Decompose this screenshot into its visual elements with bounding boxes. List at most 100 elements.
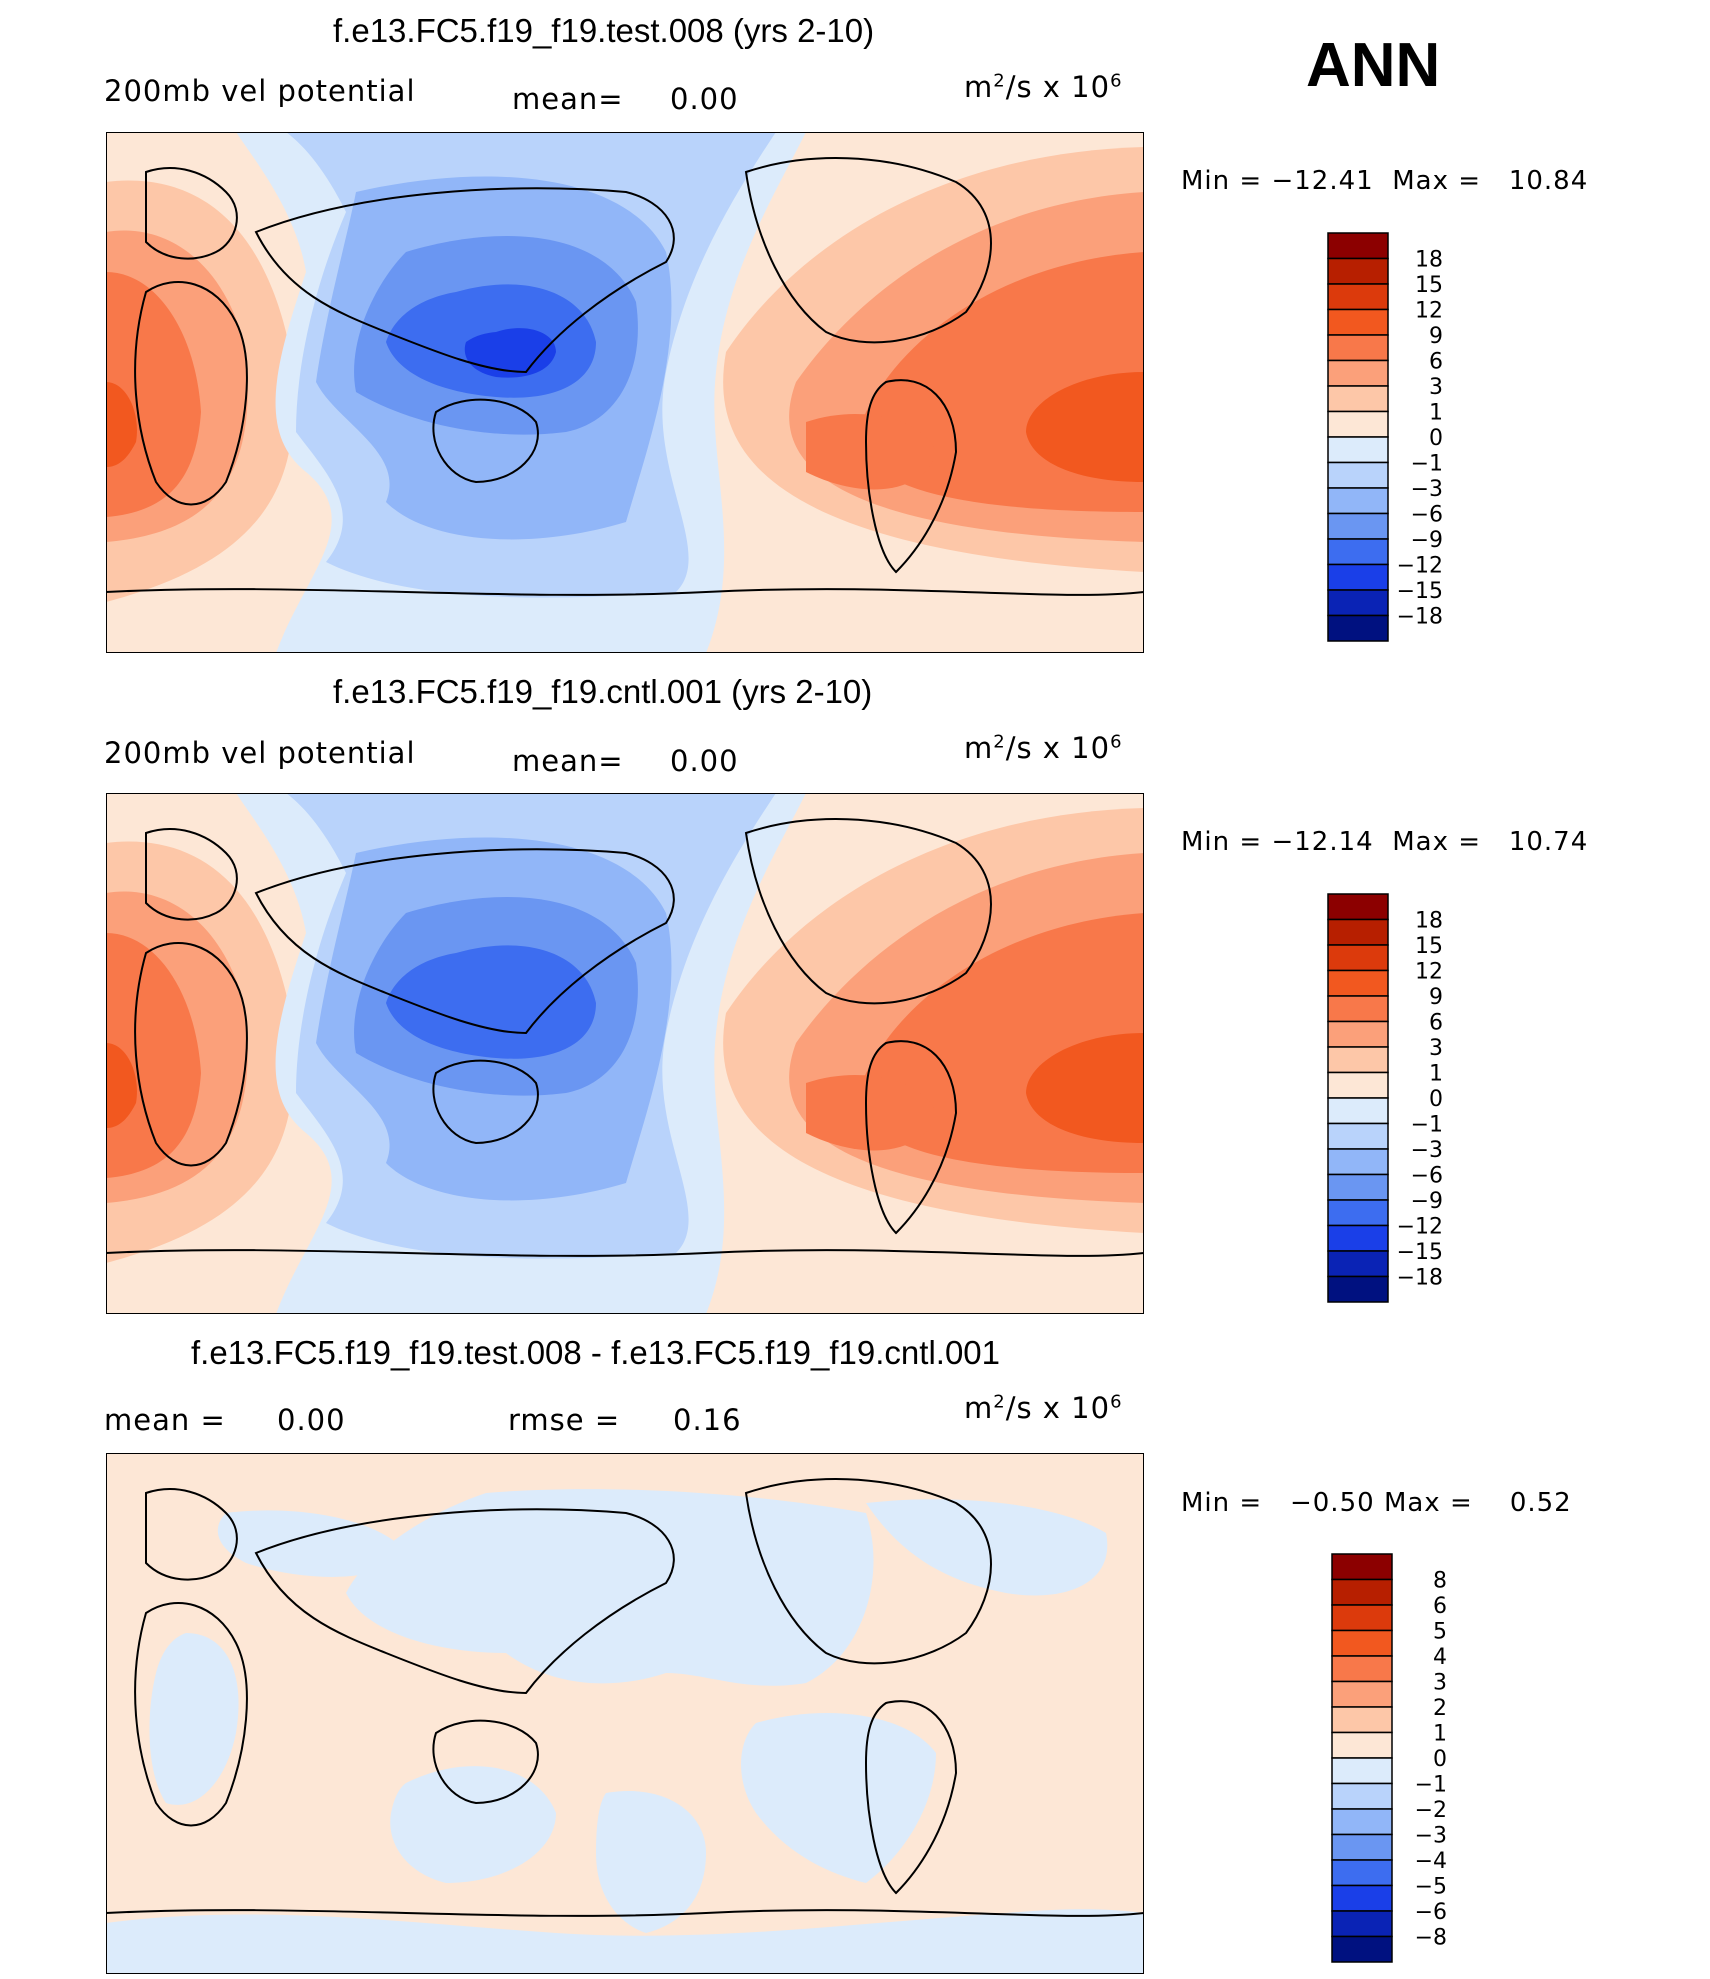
panel-2-units: m2/s x 106 bbox=[964, 731, 1123, 765]
colorbar-swatch bbox=[1327, 1250, 1389, 1278]
colorbar-swatch bbox=[1327, 893, 1389, 921]
colorbar-tick-label: −2 bbox=[1415, 1798, 1447, 1823]
colorbar-tick-label: −3 bbox=[1411, 1138, 1443, 1163]
colorbar-tick-label: −18 bbox=[1397, 1266, 1443, 1291]
panel-3-map bbox=[106, 1453, 1144, 1974]
colorbar-swatch bbox=[1331, 1859, 1393, 1887]
panel-2-minmax: Min = −12.14 Max = 10.74 bbox=[1181, 827, 1589, 857]
panel-1-units: m2/s x 106 bbox=[964, 70, 1123, 104]
colorbar-tick-label: −1 bbox=[1415, 1773, 1447, 1798]
africa-positive-3 bbox=[106, 272, 201, 517]
colorbar-swatch bbox=[1331, 1553, 1393, 1581]
colorbar-tick-label: −9 bbox=[1411, 1189, 1443, 1214]
colorbar-tick-label: 8 bbox=[1433, 1569, 1447, 1594]
colorbar-swatch bbox=[1327, 1173, 1389, 1201]
colorbar-swatch bbox=[1327, 1275, 1389, 1303]
colorbar-swatch bbox=[1327, 1199, 1389, 1227]
colorbar-swatch bbox=[1327, 436, 1389, 464]
australia-coast bbox=[432, 398, 539, 484]
colorbar-tick-label: −6 bbox=[1411, 503, 1443, 528]
africa-positive-4 bbox=[106, 382, 137, 467]
colorbar-swatch bbox=[1331, 1884, 1393, 1912]
colorbar-tick-label: 12 bbox=[1415, 299, 1443, 324]
colorbar-swatch bbox=[1331, 1629, 1393, 1657]
colorbar-swatch bbox=[1331, 1833, 1393, 1861]
colorbar-swatch bbox=[1331, 1910, 1393, 1938]
colorbar-swatch bbox=[1327, 1148, 1389, 1176]
colorbar-swatch bbox=[1331, 1808, 1393, 1836]
colorbar-swatch bbox=[1327, 359, 1389, 387]
colorbar-tick-label: −4 bbox=[1415, 1849, 1447, 1874]
asia-coast bbox=[254, 848, 675, 1035]
colorbar-tick-label: −15 bbox=[1397, 579, 1443, 604]
colorbar-tick-label: 2 bbox=[1433, 1696, 1447, 1721]
australia-coast bbox=[432, 1059, 539, 1145]
colorbar-tick-label: −6 bbox=[1411, 1164, 1443, 1189]
colorbar-swatch bbox=[1327, 1071, 1389, 1099]
panel-3-units: m2/s x 106 bbox=[964, 1391, 1123, 1425]
colorbar-tick-label: 0 bbox=[1429, 1087, 1443, 1112]
atlantic-positive-4 bbox=[1026, 1033, 1144, 1143]
colorbar-tick-label: 6 bbox=[1433, 1594, 1447, 1619]
north-america-coast bbox=[744, 157, 992, 344]
panel-2-title: f.e13.FC5.f19_f19.cntl.001 (yrs 2-10) bbox=[333, 673, 873, 710]
panel-3-rmse-value: 0.16 bbox=[673, 1403, 742, 1437]
panel-2-mean-label: mean= bbox=[512, 744, 624, 778]
colorbar-tick-label: −3 bbox=[1411, 477, 1443, 502]
negative-core bbox=[464, 328, 556, 378]
colorbar-tick-label: −8 bbox=[1415, 1926, 1447, 1951]
antarctica-coast bbox=[106, 1909, 1144, 1917]
colorbar-swatch bbox=[1327, 589, 1389, 617]
colorbar-swatch bbox=[1327, 944, 1389, 972]
australia-coast bbox=[432, 1719, 539, 1805]
colorbar-swatch bbox=[1327, 1122, 1389, 1150]
colorbar-tick-label: −9 bbox=[1411, 528, 1443, 553]
colorbar-tick-label: 1 bbox=[1433, 1722, 1447, 1747]
colorbar-swatch bbox=[1327, 385, 1389, 413]
colorbar-swatch bbox=[1331, 1731, 1393, 1759]
asia-coast bbox=[254, 1508, 675, 1695]
colorbar-swatch bbox=[1331, 1782, 1393, 1810]
colorbar-tick-label: −1 bbox=[1411, 1113, 1443, 1138]
colorbar-tick-label: 1 bbox=[1429, 401, 1443, 426]
colorbar-swatch bbox=[1327, 232, 1389, 260]
colorbar-tick-label: −12 bbox=[1397, 554, 1443, 579]
panel-3-mean-value: 0.00 bbox=[277, 1403, 346, 1437]
colorbar-swatch bbox=[1327, 614, 1389, 642]
panel-3-title: f.e13.FC5.f19_f19.test.008 - f.e13.FC5.f… bbox=[191, 1334, 1001, 1371]
south-america-coast bbox=[864, 379, 958, 574]
panel-1-map bbox=[106, 132, 1144, 653]
panel-3-minmax: Min = −0.50 Max = 0.52 bbox=[1181, 1488, 1572, 1518]
africa-coast bbox=[134, 281, 248, 506]
pacific-positive-core bbox=[806, 1074, 936, 1151]
colorbar-swatch bbox=[1327, 969, 1389, 997]
colorbar-tick-label: 5 bbox=[1433, 1620, 1447, 1645]
panel-1-mean-value: 0.00 bbox=[670, 82, 739, 116]
africa-coast bbox=[134, 942, 248, 1167]
colorbar-swatch bbox=[1327, 1097, 1389, 1125]
colorbar-swatch bbox=[1327, 308, 1389, 336]
panel-1-mean-label: mean= bbox=[512, 82, 624, 116]
coastlines bbox=[106, 818, 1144, 1257]
negative-patches bbox=[106, 1489, 1144, 1974]
panel-1-colorbar: 18 15 12 9 6 3 1 0 −1 −3 −6 −9 −12 −15 −18 bbox=[1327, 232, 1507, 645]
colorbar-tick-label: 6 bbox=[1429, 350, 1443, 375]
asia-coast bbox=[254, 187, 675, 374]
colorbar-tick-label: −6 bbox=[1415, 1900, 1447, 1925]
panel-2-map bbox=[106, 793, 1144, 1314]
south-america-coast bbox=[864, 1700, 958, 1895]
atlantic-positive-4 bbox=[1026, 372, 1144, 482]
panel-2-mean-value: 0.00 bbox=[670, 744, 739, 778]
colorbar-tick-label: 0 bbox=[1433, 1747, 1447, 1772]
colorbar-swatch bbox=[1331, 1680, 1393, 1708]
colorbar-swatch bbox=[1331, 1604, 1393, 1632]
colorbar-tick-label: 4 bbox=[1433, 1645, 1447, 1670]
africa-positive-4 bbox=[106, 1043, 137, 1128]
panel-2-colorbar: 18 15 12 9 6 3 1 0 −1 −3 −6 −9 −12 −15 −18 bbox=[1327, 893, 1507, 1306]
colorbar-tick-label: 3 bbox=[1429, 1036, 1443, 1061]
panel-1-variable-label: 200mb vel potential bbox=[104, 74, 416, 108]
colorbar-tick-label: −3 bbox=[1415, 1824, 1447, 1849]
colorbar-swatch bbox=[1327, 1046, 1389, 1074]
